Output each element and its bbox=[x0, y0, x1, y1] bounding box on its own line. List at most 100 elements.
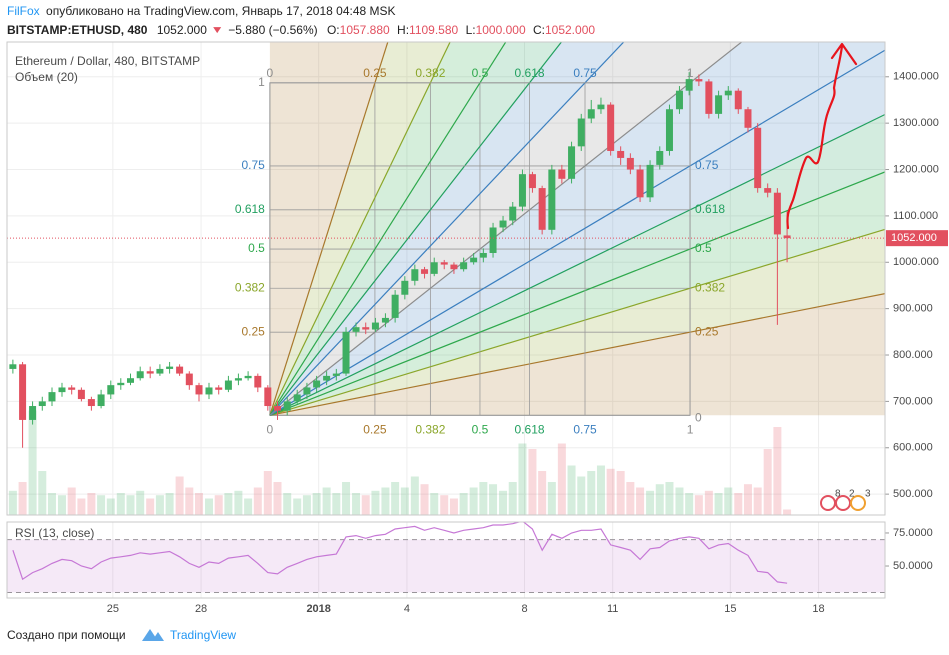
candle-body bbox=[607, 104, 615, 151]
event-flags[interactable]: 8 2 3 bbox=[820, 489, 871, 511]
volume-bar bbox=[567, 465, 576, 515]
x-tick-label: 18 bbox=[812, 603, 824, 615]
candle-body bbox=[715, 95, 723, 114]
volume-bar bbox=[420, 484, 429, 515]
candle-body bbox=[58, 387, 66, 393]
candle-body bbox=[430, 262, 438, 274]
labels: 500.000600.000700.000800.000900.0001000.… bbox=[107, 66, 948, 615]
candle-body bbox=[362, 327, 370, 330]
volume-bar bbox=[714, 493, 723, 515]
volume-bar bbox=[332, 493, 341, 515]
volume-bar bbox=[126, 495, 135, 515]
gann-label: 0.75 bbox=[242, 158, 266, 172]
y-tick-label: 500.000 bbox=[893, 488, 933, 500]
volume-bar bbox=[587, 471, 596, 515]
candle-body bbox=[577, 118, 585, 147]
candle-body bbox=[293, 394, 301, 402]
rsi-pane-border bbox=[6, 521, 886, 599]
volume-bar bbox=[87, 493, 96, 515]
volume-bar bbox=[155, 495, 164, 515]
y-tick-label: 900.000 bbox=[893, 303, 933, 315]
volume-bar bbox=[18, 482, 27, 515]
ohlc-value: 1000.000 bbox=[476, 23, 526, 37]
y-tick-label: 1400.000 bbox=[893, 71, 939, 83]
gann-label: 0.25 bbox=[695, 324, 719, 338]
gann-label: 1 bbox=[258, 75, 265, 89]
ohlc-label: H: bbox=[397, 23, 409, 37]
candle-body bbox=[528, 174, 536, 189]
volume-bar bbox=[302, 495, 311, 515]
volume-bar bbox=[136, 490, 145, 515]
candle-body bbox=[117, 382, 125, 386]
ohlc-value: 1052.000 bbox=[545, 23, 595, 37]
candle-body bbox=[38, 401, 46, 407]
volume-bar bbox=[469, 487, 478, 515]
x-tick-label: 2018 bbox=[306, 603, 330, 615]
price-pane bbox=[7, 42, 885, 515]
volume-bar bbox=[165, 493, 174, 515]
candle-body bbox=[685, 79, 693, 91]
volume-bar bbox=[665, 482, 674, 515]
candle-body bbox=[479, 252, 487, 258]
candle-body bbox=[587, 109, 595, 119]
candle-body bbox=[499, 220, 507, 228]
volume-bar bbox=[694, 495, 703, 515]
volume-bar bbox=[410, 476, 419, 515]
candle-body bbox=[773, 192, 781, 235]
gann-fill bbox=[269, 42, 885, 416]
candle-body bbox=[558, 169, 566, 179]
candle-body bbox=[29, 406, 37, 420]
ohlc-value: 1109.580 bbox=[409, 23, 458, 37]
tradingview-logo[interactable] bbox=[142, 629, 164, 641]
event-flag[interactable] bbox=[820, 495, 836, 511]
candle-body bbox=[146, 371, 154, 374]
x-tick-label: 8 bbox=[521, 603, 527, 615]
candle-body bbox=[87, 399, 95, 407]
candle-body bbox=[136, 371, 144, 379]
volume-bar bbox=[312, 493, 321, 515]
last-price-label: 1052.000 bbox=[891, 232, 937, 244]
candle-body bbox=[332, 373, 340, 376]
candle-body bbox=[381, 317, 389, 323]
volume-bar bbox=[352, 493, 361, 515]
candle-body bbox=[48, 392, 56, 402]
volume-bar bbox=[8, 490, 17, 515]
candle-body bbox=[195, 385, 203, 395]
gann-label: 1 bbox=[687, 66, 694, 80]
rsi-tick-label: 50.0000 bbox=[893, 560, 933, 572]
candle-body bbox=[9, 364, 17, 369]
gann-label: 0.382 bbox=[695, 280, 725, 294]
volume-bar bbox=[400, 487, 409, 515]
pane-title: Ethereum / Dollar, 480, BITSTAMP bbox=[15, 54, 200, 68]
volume-bar bbox=[28, 410, 37, 515]
candle-body bbox=[185, 373, 193, 386]
candle-body bbox=[538, 188, 546, 230]
candle-body bbox=[421, 269, 429, 274]
footer-brand[interactable]: TradingView bbox=[170, 628, 236, 642]
change: −5.880 (−0.56%) bbox=[228, 23, 317, 37]
volume-bar bbox=[175, 476, 184, 515]
event-flag[interactable] bbox=[850, 495, 866, 511]
price-pane-border bbox=[6, 41, 886, 516]
volume-bar bbox=[322, 487, 331, 515]
gann-label: 0.382 bbox=[235, 280, 265, 294]
candle-body bbox=[166, 366, 174, 369]
event-count: 8 bbox=[835, 489, 841, 500]
x-tick-label: 28 bbox=[195, 603, 207, 615]
volume-bar bbox=[116, 493, 125, 515]
volume-bar bbox=[547, 482, 556, 515]
author[interactable]: FilFox bbox=[7, 4, 40, 18]
footer-text: Создано при помощи bbox=[7, 628, 126, 642]
volume-bar bbox=[342, 482, 351, 515]
gann-label: 0.75 bbox=[573, 422, 597, 436]
volume-bar bbox=[205, 498, 214, 515]
x-tick-label: 25 bbox=[107, 603, 119, 615]
candle-body bbox=[783, 235, 791, 239]
candle-body bbox=[440, 262, 448, 265]
y-tick-label: 1100.000 bbox=[893, 210, 938, 222]
candle-body bbox=[450, 264, 458, 270]
candle-body bbox=[411, 269, 419, 281]
candle-body bbox=[665, 109, 673, 151]
candle-body bbox=[705, 81, 713, 114]
